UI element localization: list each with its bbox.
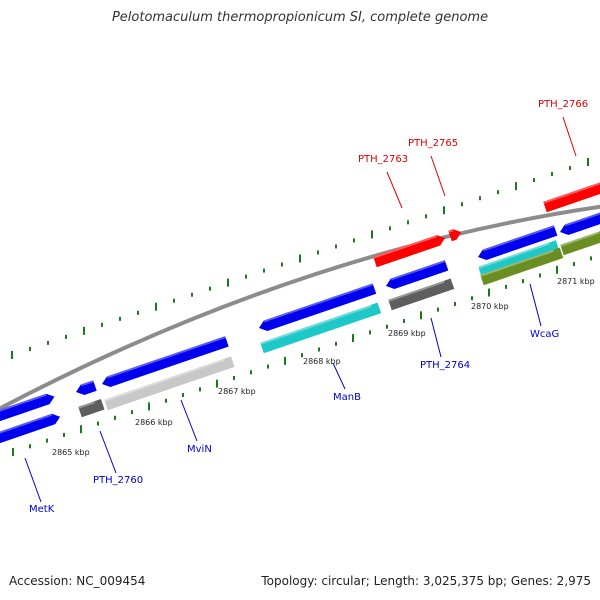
scale-label: 2870 kbp <box>471 302 509 311</box>
tick-marks <box>11 158 592 456</box>
mvin-gene-a-highlight <box>106 336 226 379</box>
metk-gene-body <box>0 393 55 424</box>
next-gene-b <box>560 229 600 256</box>
mvin-gene-b-highlight <box>104 358 226 402</box>
metk-gene-highlight <box>0 393 47 415</box>
mvin-gene-a-body <box>102 336 229 387</box>
accession-text: Accession: NC_009454 <box>9 574 146 588</box>
pth2766-gene <box>543 179 600 213</box>
pth2760-gene-a <box>76 380 97 395</box>
gene-label: PTH_2763 <box>358 154 408 165</box>
manb-gene-b <box>260 302 382 354</box>
label-connector <box>99 430 117 474</box>
mvin-gene-a <box>102 336 229 387</box>
wcag-gene-b-highlight <box>478 242 550 269</box>
mvin-gene-b-body <box>104 356 235 411</box>
gene-label: PTH_2765 <box>408 138 458 149</box>
label-connector <box>562 116 577 157</box>
label-connector <box>430 155 446 197</box>
metk-gene-2-body <box>0 413 61 446</box>
scale-label: 2869 kbp <box>388 329 426 338</box>
manb-gene-b-highlight <box>260 304 372 345</box>
wcag-gene-a <box>478 225 558 260</box>
wcag-gene-c <box>480 247 564 286</box>
label-connector <box>386 171 403 209</box>
label-connector <box>24 457 42 503</box>
pth2764-gene-b-body <box>388 278 455 311</box>
genome-backbone <box>0 204 600 411</box>
pth2760-gene-a-body <box>76 380 97 395</box>
next-gene-a-highlight <box>564 210 600 227</box>
pth2765-gene <box>448 229 462 242</box>
backbone-layer <box>0 204 600 411</box>
wcag-gene-a-highlight <box>482 225 555 252</box>
next-gene-b-body <box>560 229 600 256</box>
wcag-gene-c-body <box>480 247 564 286</box>
pth2763-gene-highlight <box>373 235 438 259</box>
pth2765-gene-body <box>448 229 462 242</box>
pth2764-gene-a-highlight <box>390 260 446 281</box>
next-gene-a-body <box>560 210 600 235</box>
label-connector <box>430 317 442 358</box>
next-gene-a <box>560 210 600 235</box>
metk-gene <box>0 393 55 424</box>
manb-gene-a-highlight <box>263 283 374 323</box>
pth2760-gene-b-highlight <box>78 401 95 409</box>
gene-labels: 2865 kbp 2866 kbp 2867 kbp 2868 kbp 2869 kbp… <box>29 99 595 515</box>
pth2763-gene-body <box>373 235 446 268</box>
gene-features <box>0 179 600 446</box>
scale-label: 2868 kbp <box>303 357 341 366</box>
gene-label: MetK <box>29 504 55 515</box>
label-connectors <box>24 116 577 503</box>
gene-label: PTH_2760 <box>93 475 143 486</box>
manb-gene-b-body <box>260 302 382 354</box>
pth2763-gene <box>373 235 446 268</box>
gene-label: ManB <box>333 392 361 403</box>
pth2766-gene-body <box>543 179 600 213</box>
pth2760-gene-b <box>78 399 105 418</box>
wcag-gene-a-body <box>478 225 558 260</box>
label-connector <box>332 362 346 390</box>
metk-gene-2 <box>0 413 61 446</box>
pth2764-gene-b-highlight <box>388 280 445 302</box>
pth2764-gene-a <box>386 260 449 289</box>
wcag-gene-b <box>478 240 560 278</box>
manb-gene-a-body <box>259 283 377 331</box>
gene-label: MviN <box>187 444 212 455</box>
pth2760-gene-b-body <box>78 399 105 418</box>
label-connector <box>180 399 198 442</box>
gene-label: WcaG <box>530 329 559 340</box>
metk-gene-2-highlight <box>0 413 53 437</box>
pth2765-gene-highlight <box>448 229 454 233</box>
pth2764-gene-b <box>388 278 455 311</box>
scale-label: 2865 kbp <box>52 448 90 457</box>
gene-label: PTH_2766 <box>538 99 588 110</box>
gene-label: PTH_2764 <box>420 360 470 371</box>
scale-label: 2871 kbp <box>557 277 595 286</box>
genome-title: Pelotomaculum thermopropionicum SI, comp… <box>111 10 489 25</box>
mvin-gene-b <box>104 356 235 411</box>
genome-summary-text: Topology: circular; Length: 3,025,375 bp… <box>261 574 591 588</box>
next-gene-b-highlight <box>560 231 600 247</box>
manb-gene-a <box>259 283 377 331</box>
wcag-gene-b-body <box>478 240 560 278</box>
scale-label: 2866 kbp <box>135 418 173 427</box>
wcag-gene-c-highlight <box>480 249 554 277</box>
label-connector <box>529 283 542 327</box>
pth2760-gene-a-highlight <box>80 380 94 387</box>
pth2766-gene-highlight <box>543 181 600 204</box>
pth2764-gene-a-body <box>386 260 449 289</box>
scale-label: 2867 kbp <box>218 387 256 396</box>
